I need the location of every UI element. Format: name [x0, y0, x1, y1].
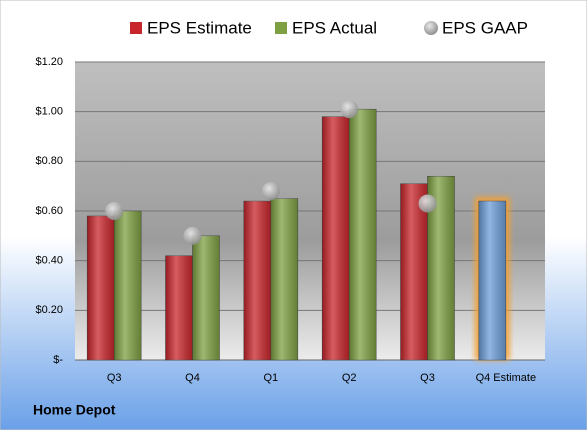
x-tick-label: Q1: [263, 372, 278, 384]
gaap-marker: [261, 182, 280, 201]
y-tick-label: $0.40: [35, 255, 63, 267]
bar-shine: [87, 215, 115, 360]
bar-shine: [478, 201, 506, 360]
footer: Home Depot: [33, 402, 116, 418]
legend-marker: [130, 22, 142, 34]
legend-label: EPS Actual: [292, 18, 377, 37]
gaap-marker: [418, 194, 437, 213]
bar-shine: [114, 211, 142, 360]
y-tick-label: $1.00: [35, 106, 63, 118]
bar-shine: [322, 116, 350, 360]
y-tick-label: $0.20: [35, 304, 63, 316]
y-tick-label: $-: [53, 354, 63, 366]
bar-shine: [192, 235, 220, 360]
x-tick-label: Q2: [342, 372, 357, 384]
bar-shine: [349, 109, 377, 360]
bar-shine: [165, 255, 193, 360]
x-tick-label: Q3: [420, 372, 435, 384]
legend-marker: [424, 21, 438, 35]
bar-shine: [400, 183, 428, 360]
legend-label: EPS GAAP: [442, 18, 528, 37]
x-tick-label: Q4 Estimate: [476, 372, 537, 384]
x-tick-label: Q3: [107, 372, 122, 384]
legend-label: EPS Estimate: [147, 18, 252, 37]
gaap-marker: [340, 100, 359, 119]
x-tick-label: Q4: [185, 372, 200, 384]
gaap-marker: [183, 226, 202, 245]
legend-marker: [275, 22, 287, 34]
bar-shine: [243, 201, 271, 360]
y-tick-label: $0.60: [35, 205, 63, 217]
gaap-marker: [105, 202, 124, 220]
y-tick-label: $1.20: [35, 56, 63, 68]
y-tick-label: $0.80: [35, 155, 63, 167]
bar-shine: [270, 198, 298, 360]
